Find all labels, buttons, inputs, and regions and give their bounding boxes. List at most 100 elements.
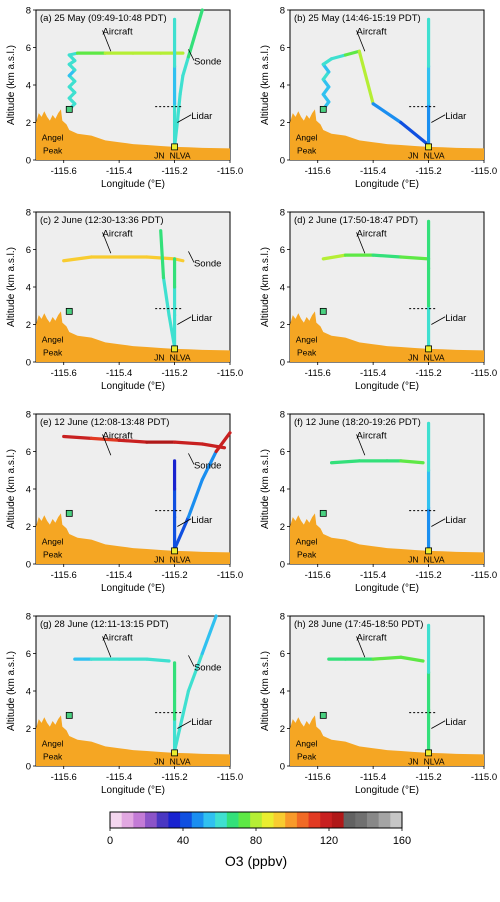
y-tick-label: 2 (280, 522, 285, 533)
x-tick-label: -115.2 (415, 368, 441, 379)
site-marker-angel-peak (65, 307, 73, 315)
panel-title: (a) 25 May (09:49-10:48 PDT) (40, 13, 167, 24)
y-tick-label: 0 (26, 762, 31, 773)
colorbar-swatch (110, 812, 123, 828)
y-tick-label: 6 (26, 649, 31, 660)
series-aircraft (62, 434, 227, 450)
terrain (290, 715, 484, 766)
site-label-nlva: NLVA (170, 555, 191, 565)
x-tick-label: -115.4 (106, 570, 132, 581)
colorbar-swatch (296, 812, 310, 828)
site-marker-nlva (171, 143, 178, 151)
annotation-arrow (177, 720, 192, 729)
y-tick-label: 8 (280, 612, 285, 623)
y-tick-label: 4 (26, 283, 31, 294)
y-axis-title: Altitude (km a.s.l.) (6, 651, 17, 731)
data-segment (186, 478, 204, 519)
data-segment (62, 434, 94, 440)
y-tick-label: 8 (280, 208, 285, 219)
y-tick-label: 2 (280, 320, 285, 331)
panel-title: (c) 2 June (12:30-13:36 PDT) (40, 215, 164, 226)
data-segment (117, 438, 149, 444)
y-tick-label: 6 (280, 447, 285, 458)
x-tick-label: -115.0 (217, 368, 243, 379)
y-tick-label: 2 (280, 724, 285, 735)
site-marker-angel-peak (319, 711, 327, 719)
colorbar-tick-label: 40 (177, 835, 189, 847)
colorbar-title: O3 (ppbv) (225, 853, 287, 869)
y-tick-label: 4 (280, 687, 285, 698)
x-tick-label: -115.4 (106, 772, 132, 783)
site-label-nlva: NLVA (170, 353, 191, 363)
panel-title: (f) 12 June (18:20-19:26 PDT) (294, 417, 421, 428)
data-segment (186, 36, 196, 59)
annotation-lidar: Lidar (445, 717, 466, 728)
data-segment (172, 440, 204, 446)
colorbar-swatch (180, 812, 193, 828)
data-segment (145, 657, 171, 663)
panel-title: (g) 28 June (12:11-13:15 PDT) (40, 619, 169, 630)
data-segment (321, 253, 348, 261)
x-tick-label: -115.4 (106, 166, 132, 177)
site-marker-nlva (425, 749, 432, 757)
data-segment (371, 102, 403, 125)
site-label-jn: JN (408, 151, 418, 161)
site-label-jn: JN (154, 757, 164, 767)
angel-peak-label: Angel (296, 536, 318, 546)
data-segment (321, 57, 334, 66)
panel-e: Angel Peak JN NLVA (e) 12 June (12:08-13:48 … (6, 410, 243, 595)
x-tick-label: -115.6 (305, 570, 331, 581)
annotation-sonde: Sonde (194, 258, 221, 269)
annotation-aircraft: Aircraft (357, 632, 387, 643)
colorbar-swatch (145, 812, 158, 828)
data-segment (399, 655, 425, 663)
angel-peak-label: Angel (296, 334, 318, 344)
y-tick-label: 0 (280, 762, 285, 773)
site-marker-nlva (425, 345, 432, 353)
y-tick-label: 8 (26, 6, 31, 17)
site-marker-angel-peak (319, 307, 327, 315)
panel-f: Angel Peak JN NLVA (f) 12 June (18:20-19:26 … (260, 410, 497, 595)
terrain (290, 311, 484, 362)
data-segment (178, 74, 185, 96)
x-tick-label: -115.0 (217, 772, 243, 783)
x-tick-label: -115.4 (360, 570, 386, 581)
data-segment (192, 8, 204, 40)
y-tick-label: 0 (280, 156, 285, 167)
x-tick-label: -115.6 (305, 166, 331, 177)
terrain (290, 109, 484, 160)
data-segment (371, 253, 403, 259)
site-label-jn: JN (154, 555, 164, 565)
site-marker-angel-peak (65, 711, 73, 719)
y-tick-label: 6 (26, 447, 31, 458)
data-segment (175, 92, 182, 125)
y-tick-label: 0 (280, 358, 285, 369)
y-tick-label: 0 (26, 358, 31, 369)
x-tick-label: -115.0 (217, 570, 243, 581)
angel-peak-label: Peak (297, 549, 317, 559)
y-tick-label: 8 (26, 208, 31, 219)
angel-peak-label: Angel (296, 132, 318, 142)
annotation-sonde: Sonde (194, 460, 221, 471)
y-tick-label: 2 (26, 522, 31, 533)
colorbar-swatch (261, 812, 275, 828)
data-segment (172, 515, 191, 551)
x-axis-title: Longitude (°E) (355, 785, 419, 796)
annotation-arrow (188, 251, 195, 263)
annotation-arrow (102, 232, 112, 254)
data-segment (89, 436, 121, 442)
annotation-arrow (177, 518, 192, 527)
x-tick-label: -115.0 (471, 368, 497, 379)
site-marker-nlva (171, 749, 178, 757)
site-label-jn: JN (408, 555, 418, 565)
annotation-arrow (188, 453, 195, 465)
data-segment (200, 449, 218, 482)
colorbar-swatch (320, 812, 333, 828)
site-marker-angel-peak (319, 509, 327, 517)
x-axis-title: Longitude (°E) (355, 583, 419, 594)
terrain (36, 109, 230, 160)
site-label-nlva: NLVA (170, 757, 191, 767)
x-tick-label: -115.0 (471, 772, 497, 783)
site-label-nlva: NLVA (424, 555, 445, 565)
y-tick-label: 6 (26, 245, 31, 256)
